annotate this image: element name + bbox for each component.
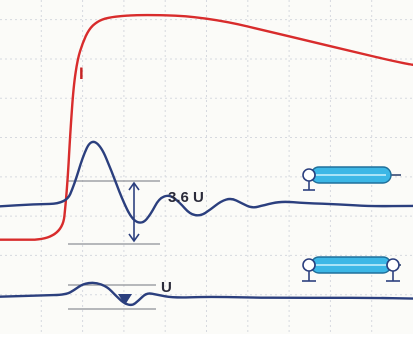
voltage-label: U xyxy=(161,279,172,296)
open-end-voltage-trace xyxy=(0,140,413,224)
lower-trace-arrow-marker xyxy=(118,294,132,305)
grounded-voltage-trace xyxy=(0,281,413,307)
cable-with-open-end-icon xyxy=(302,166,401,191)
traces xyxy=(0,13,413,307)
peak-arrow-head-bottom xyxy=(128,233,140,243)
peak-arrow-head-top xyxy=(128,181,140,191)
peak-measurement xyxy=(68,180,160,245)
trace-label-current: I xyxy=(79,64,84,83)
peak-voltage-label: 3.6 U xyxy=(168,189,204,206)
current-trace xyxy=(0,13,413,241)
cable-with-grounded-ends-icon xyxy=(302,256,401,282)
